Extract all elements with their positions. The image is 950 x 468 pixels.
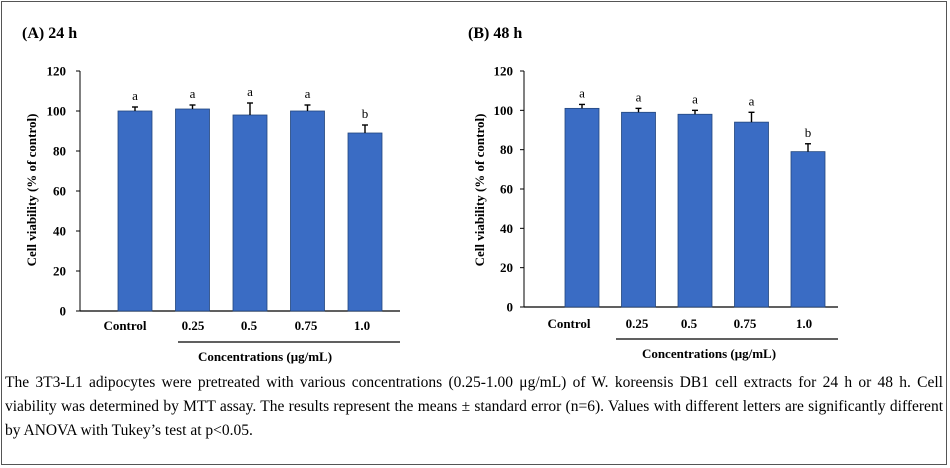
panel-a-ytick-label: 80 — [53, 144, 66, 159]
panel-a-significance-letter: a — [132, 88, 138, 103]
panel-b-significance-letter: a — [636, 89, 642, 104]
panel-b-ytick-label: 80 — [500, 142, 513, 157]
panel-b-bar — [734, 121, 769, 308]
panel-b-ytick-label: 40 — [500, 221, 513, 236]
panel-b-xlabel: Concentrations (μg/mL) — [642, 346, 776, 361]
panel-a-category-label: 1.0 — [354, 318, 370, 333]
panel-b-significance-letter: b — [805, 125, 812, 140]
panel-b-category-label: 0.5 — [681, 316, 698, 331]
panel-b-significance-letter: a — [692, 91, 698, 106]
panel-b-category-label: 1.0 — [796, 316, 812, 331]
panel-b-ytick-label: 60 — [500, 182, 513, 197]
panel-b-ytick-label: 0 — [507, 300, 514, 315]
panel-a-significance-letter: a — [247, 84, 253, 99]
panel-a-significance-letter: b — [362, 106, 369, 121]
panel-b-category-label: 0.25 — [626, 316, 649, 331]
panel-b-bar — [621, 111, 656, 308]
panel-a-category-label: 0.5 — [241, 318, 258, 333]
panel-a-bar — [290, 110, 325, 312]
charts-svg: (A) 24 h Cell viability (% of control) C… — [22, 25, 838, 364]
panel-b-ytick-label: 120 — [494, 64, 514, 79]
panel-b-significance-letter: a — [749, 93, 755, 108]
panel-a-24h: (A) 24 h Cell viability (% of control) C… — [22, 25, 400, 364]
panel-b-category-label: 0.75 — [734, 316, 757, 331]
panel-b-ytick-label: 100 — [494, 103, 514, 118]
panel-a-category-label: Control — [103, 318, 146, 333]
panel-a-ytick-label: 60 — [53, 184, 66, 199]
panel-a-bar — [347, 132, 383, 312]
panel-b-ylabel: Cell viability (% of control) — [472, 114, 487, 267]
panel-a-significance-letter: a — [190, 86, 196, 101]
panel-b-significance-letter: a — [579, 85, 585, 100]
panel-b-category-label: Control — [547, 316, 590, 331]
panel-a-ytick-label: 120 — [47, 64, 67, 79]
panel-a-ytick-label: 0 — [60, 304, 67, 319]
panel-a-significance-letter: a — [305, 86, 311, 101]
panel-a-category-label: 0.75 — [295, 318, 318, 333]
panel-a-ytick-label: 40 — [53, 224, 66, 239]
panel-b-title: (B) 48 h — [468, 25, 522, 42]
panel-a-bar — [117, 110, 153, 312]
panel-b-bar — [790, 151, 826, 308]
figure-caption: The 3T3-L1 adipocytes were pretreated wi… — [5, 374, 943, 439]
panel-a-bar — [232, 114, 268, 312]
panel-b-bar — [677, 113, 713, 308]
panel-a-bar — [175, 108, 210, 312]
panel-b-bar — [564, 107, 600, 308]
panel-a-title: (A) 24 h — [22, 25, 77, 42]
panel-b-ytick-label: 20 — [500, 260, 513, 275]
panel-a-ytick-label: 100 — [47, 104, 67, 119]
panel-a-ylabel: Cell viability (% of control) — [24, 114, 39, 267]
panel-a-xlabel: Concentrations (μg/mL) — [198, 349, 332, 364]
panel-b-48h: (B) 48 h Cell viability (% of control) C… — [468, 25, 838, 361]
panel-a-ytick-label: 20 — [53, 264, 66, 279]
panel-a-category-label: 0.25 — [182, 318, 205, 333]
